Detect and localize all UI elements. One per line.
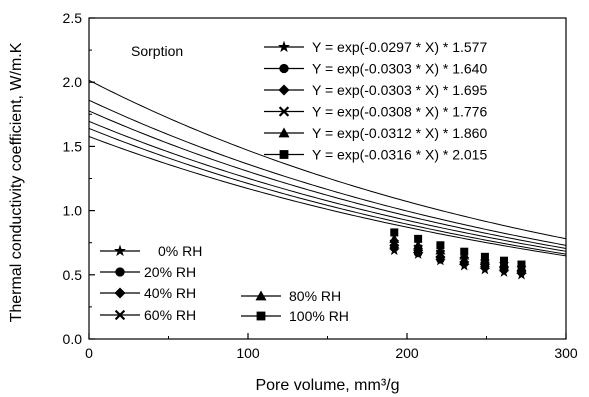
x-tick-label: 300 bbox=[554, 345, 578, 361]
point-square bbox=[480, 252, 489, 261]
legend-marker-cross bbox=[114, 309, 126, 321]
axis-ticks: 0 100 200 300 0.0 0.5 1.0 1.5 2.0 2.5 bbox=[63, 10, 578, 361]
point-triangle bbox=[413, 240, 424, 250]
fit-legend-label: Y = exp(-0.0312 * X) * 1.860 bbox=[312, 125, 487, 141]
legend-label: 20% RH bbox=[144, 264, 196, 280]
point-square bbox=[414, 234, 423, 243]
x-tick-label: 100 bbox=[236, 345, 260, 361]
point-triangle bbox=[389, 233, 400, 243]
x-tick-label: 0 bbox=[85, 345, 93, 361]
y-axis-title: Thermal conductivity coefficient, W/m.K bbox=[8, 42, 25, 322]
y-tick-label: 1.0 bbox=[63, 203, 83, 219]
legend-marker-star bbox=[113, 244, 127, 257]
point-square bbox=[436, 241, 445, 250]
legend-label: 40% RH bbox=[144, 285, 196, 301]
sorption-annotation: Sorption bbox=[131, 43, 183, 59]
fit-legend-marker-diamond bbox=[278, 84, 290, 96]
legend-label: 80% RH bbox=[289, 288, 341, 304]
fit-curve-square bbox=[88, 79, 567, 240]
fit-legend-label: Y = exp(-0.0316 * X) * 2.015 bbox=[312, 147, 487, 163]
fit-curve-circle bbox=[88, 127, 567, 255]
y-tick-label: 0.0 bbox=[63, 331, 83, 347]
point-square bbox=[499, 256, 508, 265]
fit-curve-triangle bbox=[88, 99, 567, 246]
fit-legend-marker-star bbox=[277, 40, 291, 53]
fit-curve-diamond bbox=[88, 120, 567, 252]
legend-marker-square bbox=[256, 311, 266, 321]
x-tick-label: 200 bbox=[395, 345, 419, 361]
legend-marker-circle bbox=[115, 267, 125, 277]
legend-label: 0% RH bbox=[158, 243, 202, 259]
fit-equations-legend: Y = exp(-0.0297 * X) * 1.577 Y = exp(-0.0… bbox=[264, 39, 487, 163]
fit-legend-label: Y = exp(-0.0308 * X) * 1.776 bbox=[312, 104, 487, 120]
fit-legend-marker-square bbox=[279, 150, 289, 159]
fit-legend-label: Y = exp(-0.0303 * X) * 1.640 bbox=[312, 61, 487, 77]
fit-legend-marker-cross bbox=[278, 106, 290, 117]
legend-marker-diamond bbox=[114, 287, 126, 299]
data-points bbox=[388, 228, 527, 280]
fit-legend-marker-circle bbox=[279, 63, 289, 74]
point-triangle bbox=[435, 245, 446, 255]
fit-legend-marker-triangle bbox=[278, 127, 290, 138]
legend-marker-triangle bbox=[255, 290, 267, 301]
y-tick-label: 2.5 bbox=[63, 10, 83, 26]
y-tick-label: 2.0 bbox=[63, 74, 83, 90]
fit-legend-label: Y = exp(-0.0303 * X) * 1.695 bbox=[312, 82, 487, 98]
legend-label: 100% RH bbox=[289, 308, 349, 324]
y-tick-label: 1.5 bbox=[63, 138, 83, 154]
x-axis-title: Pore volume, mm³/g bbox=[255, 377, 399, 394]
fit-curves bbox=[88, 79, 567, 257]
fit-legend-label: Y = exp(-0.0297 * X) * 1.577 bbox=[312, 39, 487, 55]
fit-curve-star bbox=[88, 136, 567, 257]
point-square bbox=[517, 260, 526, 269]
fit-curve-cross bbox=[88, 110, 567, 249]
y-tick-label: 0.5 bbox=[63, 267, 83, 283]
legend-label: 60% RH bbox=[144, 307, 196, 323]
humidity-legend: 0% RH 20% RH 40% RH 60% RH 80% RH 100% RH bbox=[100, 243, 349, 324]
point-square bbox=[390, 228, 399, 237]
point-square bbox=[460, 247, 469, 256]
